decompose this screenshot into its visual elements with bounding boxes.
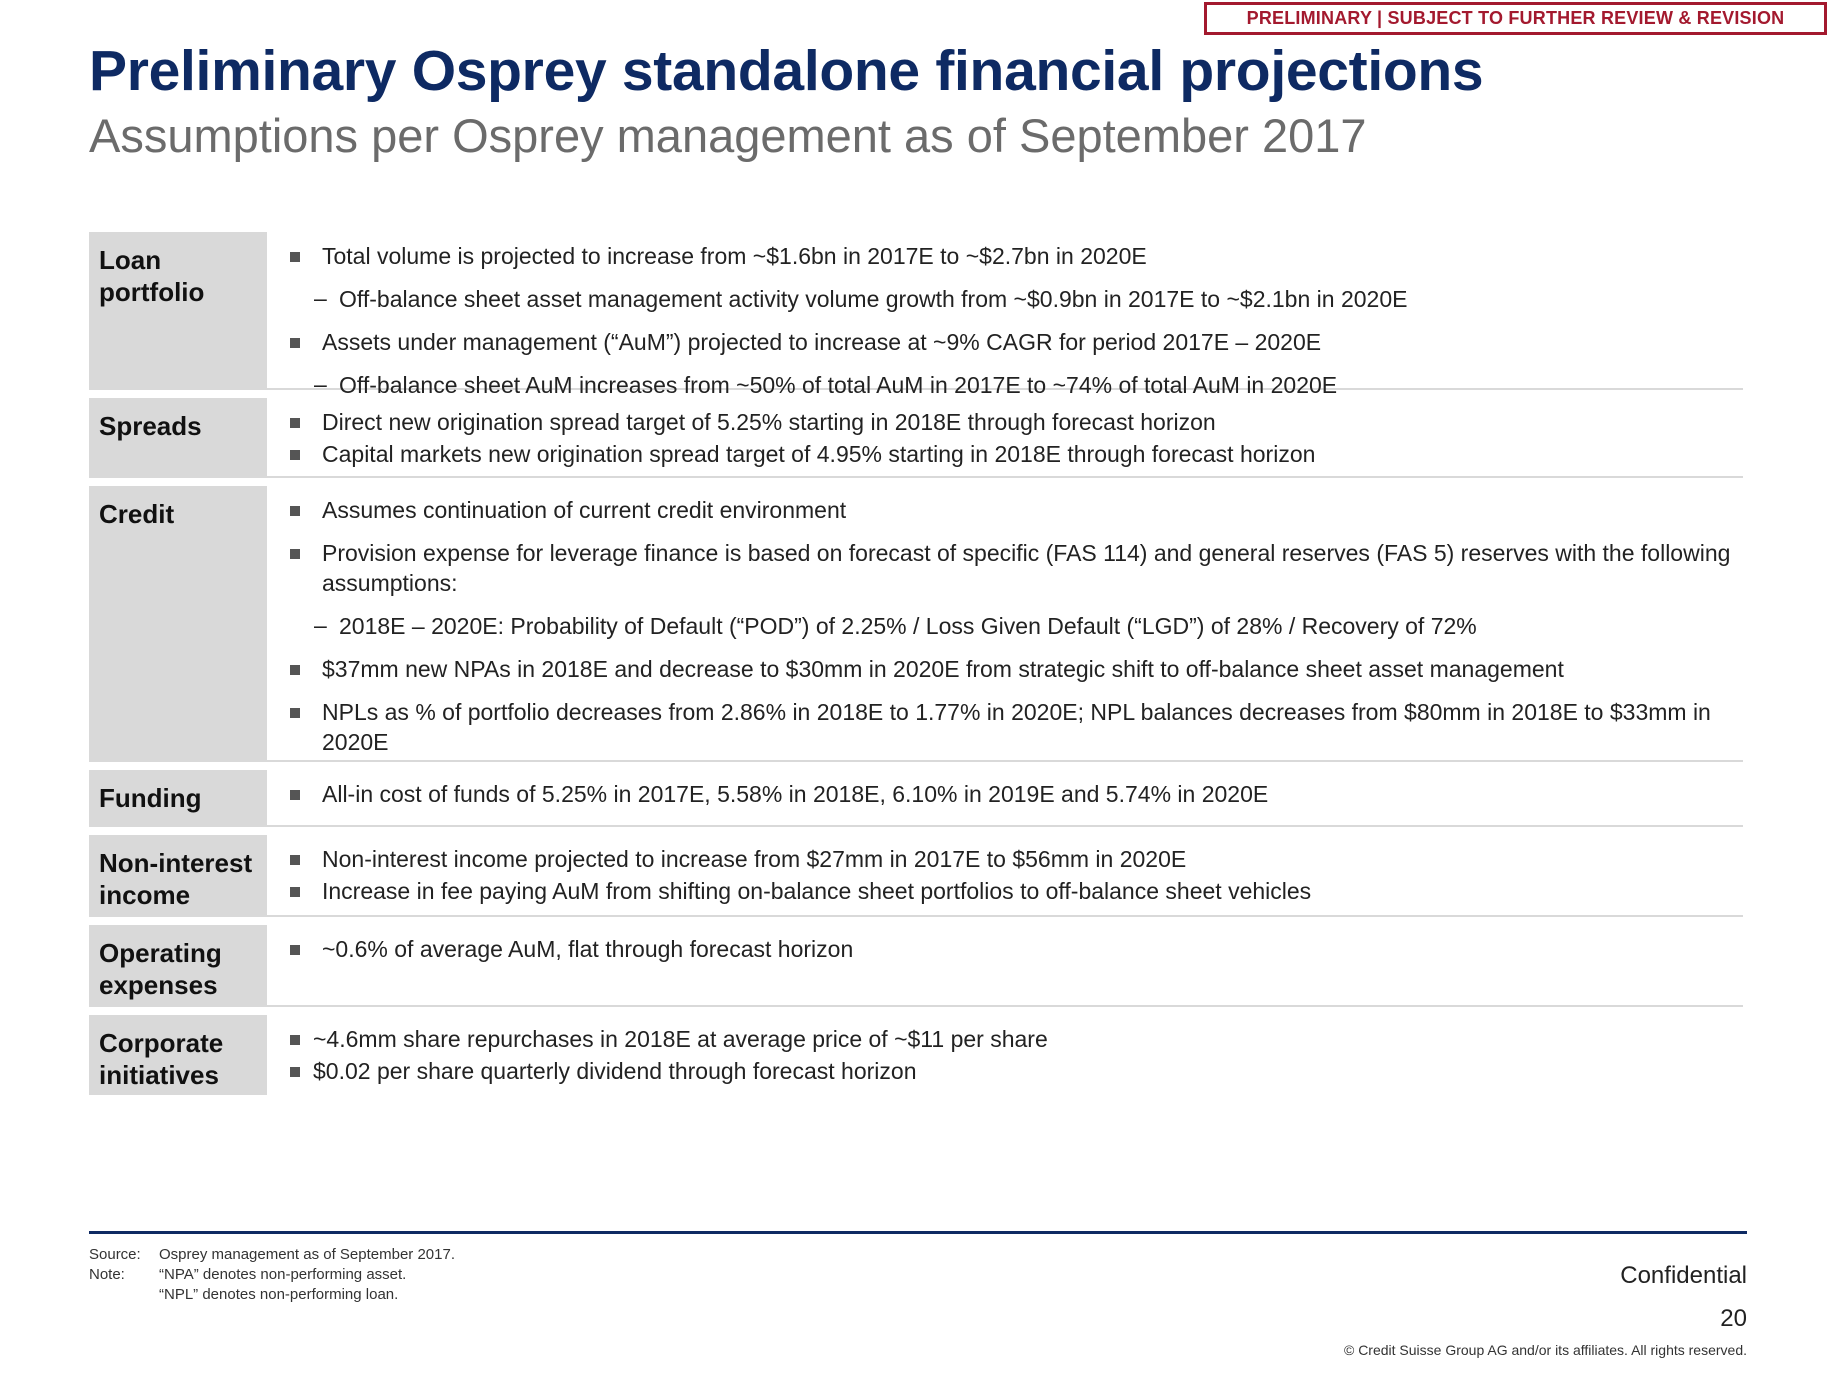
square-bullet-icon <box>290 549 300 559</box>
source-note: Source: Osprey management as of Septembe… <box>89 1245 455 1265</box>
sub-list-item: –2018E – 2020E: Probability of Default (… <box>314 612 1477 639</box>
note-text-npl: “NPL” denotes non-performing loan. <box>159 1286 399 1303</box>
square-bullet-icon <box>290 338 300 348</box>
dash-bullet-icon: – <box>314 371 327 397</box>
square-bullet-icon <box>290 887 300 897</box>
dash-bullet-icon: – <box>314 285 327 311</box>
list-item: Provision expense for leverage finance i… <box>89 537 1743 599</box>
list-item: NPLs as % of portfolio decreases from 2.… <box>89 696 1743 758</box>
row-label-spreads: Spreads <box>89 398 267 476</box>
assumptions-table: Loan portfolio Total volume is projected… <box>89 232 1743 1095</box>
list-item: Capital markets new origination spread t… <box>89 438 1743 470</box>
note-npa: Note: “NPA” denotes non-performing asset… <box>89 1265 455 1285</box>
list-item: $37mm new NPAs in 2018E and decrease to … <box>89 653 1743 685</box>
list-item: ~4.6mm share repurchases in 2018E at ave… <box>89 1023 1743 1055</box>
list-item: Total volume is projected to increase fr… <box>89 240 1743 272</box>
row-credit: Credit Assumes continuation of current c… <box>89 486 1743 762</box>
row-loan-portfolio: Loan portfolio Total volume is projected… <box>89 232 1743 398</box>
footer-divider <box>89 1231 1747 1234</box>
square-bullet-icon <box>290 790 300 800</box>
square-bullet-icon <box>290 1067 300 1077</box>
list-item: ~0.6% of average AuM, flat through forec… <box>89 933 1743 965</box>
row-content-operating-expenses: ~0.6% of average AuM, flat through forec… <box>267 925 1743 1005</box>
note-label: Note: <box>89 1266 125 1283</box>
note-npl: “NPL” denotes non-performing loan. <box>89 1285 455 1305</box>
row-label-non-interest-income: Non-interest income <box>89 835 267 915</box>
note-text-npa: “NPA” denotes non-performing asset. <box>159 1266 407 1283</box>
list-item: Increase in fee paying AuM from shifting… <box>89 875 1743 907</box>
list-item: Direct new origination spread target of … <box>89 406 1743 438</box>
square-bullet-icon <box>290 855 300 865</box>
row-label-operating-expenses: Operating expenses <box>89 925 267 1005</box>
row-spreads: Spreads Direct new origination spread ta… <box>89 398 1743 478</box>
confidential-label: Confidential <box>1620 1262 1747 1289</box>
sub-list-item: – Off-balance sheet AuM increases from ~5… <box>314 371 1338 398</box>
square-bullet-icon <box>290 945 300 955</box>
source-text: Osprey management as of September 2017. <box>159 1246 456 1263</box>
row-content-non-interest-income: Non-interest income projected to increas… <box>267 835 1743 915</box>
square-bullet-icon <box>290 252 300 262</box>
row-label-loan-portfolio: Loan portfolio <box>89 232 267 388</box>
preliminary-stamp: PRELIMINARY | SUBJECT TO FURTHER REVIEW … <box>1204 2 1827 35</box>
row-content-loan-portfolio: Total volume is projected to increase fr… <box>267 232 1743 398</box>
row-corporate-initiatives: Corporate initiatives ~4.6mm share repur… <box>89 1015 1743 1095</box>
footnotes: Source: Osprey management as of Septembe… <box>89 1245 455 1305</box>
sub-list-item: – Off-balance sheet asset management acti… <box>314 285 1408 312</box>
page-subtitle: Assumptions per Osprey management as of … <box>89 109 1367 162</box>
row-label-corporate-initiatives: Corporate initiatives <box>89 1015 267 1095</box>
square-bullet-icon <box>290 708 300 718</box>
row-label-funding: Funding <box>89 770 267 825</box>
source-label: Source: <box>89 1246 141 1263</box>
copyright-notice: © Credit Suisse Group AG and/or its affi… <box>1343 1342 1747 1358</box>
list-item: Non-interest income projected to increas… <box>89 843 1743 875</box>
list-item: All-in cost of funds of 5.25% in 2017E, … <box>89 778 1743 810</box>
list-item: Assumes continuation of current credit e… <box>89 494 1743 526</box>
square-bullet-icon <box>290 450 300 460</box>
row-content-funding: All-in cost of funds of 5.25% in 2017E, … <box>267 770 1743 825</box>
list-item: $0.02 per share quarterly dividend throu… <box>89 1055 1743 1087</box>
square-bullet-icon <box>290 506 300 516</box>
dash-bullet-icon: – <box>314 612 327 638</box>
list-item: Assets under management (“AuM”) projecte… <box>89 326 1743 358</box>
row-label-credit: Credit <box>89 486 267 760</box>
row-operating-expenses: Operating expenses ~0.6% of average AuM,… <box>89 925 1743 1007</box>
row-funding: Funding All-in cost of funds of 5.25% in… <box>89 770 1743 827</box>
row-content-credit: Assumes continuation of current credit e… <box>267 486 1743 760</box>
square-bullet-icon <box>290 665 300 675</box>
row-content-spreads: Direct new origination spread target of … <box>267 398 1743 476</box>
page-number: 20 <box>1720 1305 1747 1332</box>
square-bullet-icon <box>290 1035 300 1045</box>
row-non-interest-income: Non-interest income Non-interest income … <box>89 835 1743 917</box>
row-content-corporate-initiatives: ~4.6mm share repurchases in 2018E at ave… <box>267 1015 1743 1095</box>
square-bullet-icon <box>290 418 300 428</box>
page-title: Preliminary Osprey standalone financial … <box>89 39 1484 103</box>
